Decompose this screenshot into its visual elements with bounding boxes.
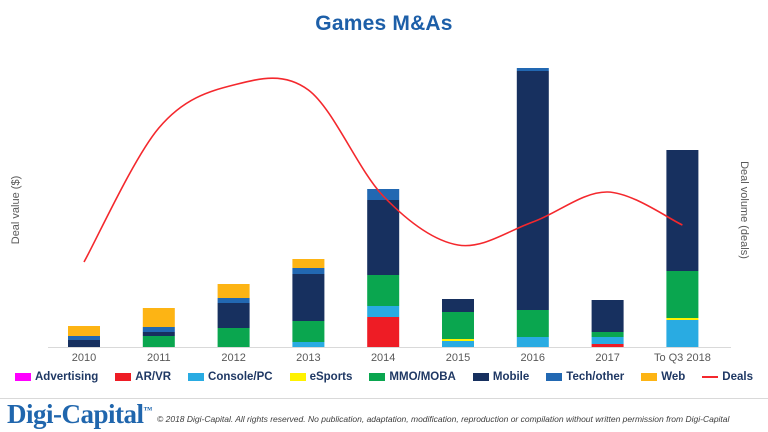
legend-item-advertising: Advertising — [15, 371, 98, 383]
legend-swatch-web — [641, 373, 658, 381]
bar-segment-tech-other-2016 — [516, 68, 549, 71]
legend-label-mmo-moba: MMO/MOBA — [389, 371, 456, 383]
footer-divider — [0, 398, 768, 399]
legend-label-web: Web — [661, 371, 686, 383]
legend-item-deals: Deals — [702, 371, 753, 383]
bar-segment-mobile-2016 — [516, 71, 549, 310]
legend-label-advertising: Advertising — [35, 371, 99, 383]
bar-segment-web-2011 — [142, 308, 175, 327]
bar-segment-tech-other-2014 — [367, 189, 400, 200]
x-axis-label-2014: 2014 — [370, 352, 396, 364]
bar-segment-mobile-2017 — [591, 300, 624, 332]
bar-segment-mmo-moba-2015 — [442, 312, 474, 339]
legend-item-console-pc: Console/PC — [188, 371, 273, 383]
bar-segment-mobile-2012 — [217, 303, 250, 328]
line-series-deals — [83, 77, 683, 263]
bar-segment-web-2013 — [292, 259, 325, 268]
legend-item-ar-vr: AR/VR — [115, 371, 171, 383]
chart-title: Games M&As — [315, 12, 453, 35]
legend-swatch-tech-other — [546, 373, 563, 381]
bar-segment-console-pc-2013 — [292, 342, 325, 347]
x-axis-label-2015: 2015 — [445, 352, 471, 364]
legend-swatch-ar-vr — [115, 373, 132, 381]
bar-segment-tech-other-2011 — [142, 327, 175, 332]
bar-segment-mmo-moba-2016 — [516, 310, 549, 337]
copyright-text: © 2018 Digi-Capital. All rights reserved… — [157, 414, 730, 424]
bar-segment-mobile-to-q3-2018 — [666, 150, 699, 271]
bar-segment-mmo-moba-2011 — [142, 336, 175, 347]
bar-segment-ar-vr-2014 — [367, 317, 400, 347]
bar-segment-console-pc-2015 — [442, 341, 474, 347]
bar-segment-mmo-moba-to-q3-2018 — [666, 271, 699, 318]
bar-segment-mobile-2015 — [442, 299, 474, 312]
legend-item-esports: eSports — [289, 371, 353, 383]
legend-item-mmo-moba: MMO/MOBA — [369, 371, 456, 383]
legend-swatch-mmo-moba — [369, 373, 386, 381]
x-axis-labels: 2010 2011 2012 2013 2014 2015 2016 2017 To Q3 20… — [0, 352, 768, 366]
bar-segment-tech-other-2010 — [68, 336, 100, 340]
legend-item-tech-other: Tech/other — [546, 371, 624, 383]
legend-label-deals: Deals — [722, 371, 753, 383]
bar-segment-mmo-moba-2012 — [217, 328, 250, 347]
bar-segment-ar-vr-2017 — [591, 344, 624, 347]
bar-segment-mobile-2014 — [367, 200, 400, 275]
brand-logo: Digi-Capital™ — [7, 399, 152, 430]
x-axis-label-to-q3-2018: To Q3 2018 — [653, 352, 711, 364]
bar-segment-mobile-2013 — [292, 274, 325, 321]
legend-swatch-advertising — [15, 373, 31, 381]
bar-segment-esports-to-q3-2018 — [666, 318, 699, 320]
bar-segment-web-2012 — [217, 284, 250, 298]
legend-label-mobile: Mobile — [492, 371, 530, 383]
bar-segment-console-pc-to-q3-2018 — [666, 320, 699, 347]
legend-label-ar-vr: AR/VR — [135, 371, 172, 383]
bar-segment-console-pc-2014 — [367, 306, 400, 317]
legend-swatch-esports — [289, 373, 306, 381]
legend-item-web: Web — [641, 371, 685, 383]
legend-label-esports: eSports — [309, 371, 353, 383]
chart-legend: Advertising AR/VR Console/PC eSports MMO/MOB… — [0, 371, 768, 383]
bar-segment-esports-2015 — [442, 339, 474, 341]
x-axis-label-2011: 2011 — [146, 352, 171, 364]
legend-swatch-console-pc — [188, 373, 205, 381]
legend-label-console-pc: Console/PC — [208, 371, 273, 383]
bar-segment-mmo-moba-2014 — [367, 275, 400, 306]
x-axis-label-2016: 2016 — [520, 352, 546, 364]
x-axis-label-2012: 2012 — [221, 352, 246, 364]
trademark-symbol: ™ — [143, 405, 153, 415]
bar-segment-mmo-moba-2013 — [292, 321, 325, 342]
bar-segment-console-pc-2016 — [516, 337, 549, 347]
bar-segment-console-pc-2017 — [591, 337, 624, 344]
bar-segment-mmo-moba-2017 — [591, 332, 624, 337]
brand-logo-text: Digi-Capital — [7, 399, 144, 429]
bar-segment-tech-other-2012 — [217, 298, 250, 303]
bar-segment-web-2010 — [68, 326, 100, 336]
legend-swatch-mobile — [472, 373, 489, 381]
x-axis-label-2013: 2013 — [296, 352, 321, 364]
x-axis-label-2017: 2017 — [595, 352, 620, 364]
bar-segment-mobile-2011 — [142, 332, 175, 336]
legend-line-swatch-deals — [702, 375, 719, 379]
legend-item-mobile: Mobile — [472, 371, 530, 383]
legend-label-tech-other: Tech/other — [566, 371, 625, 383]
bar-segment-tech-other-2013 — [292, 268, 325, 274]
bar-segment-mobile-2010 — [68, 340, 100, 347]
x-axis-label-2010: 2010 — [71, 352, 97, 364]
